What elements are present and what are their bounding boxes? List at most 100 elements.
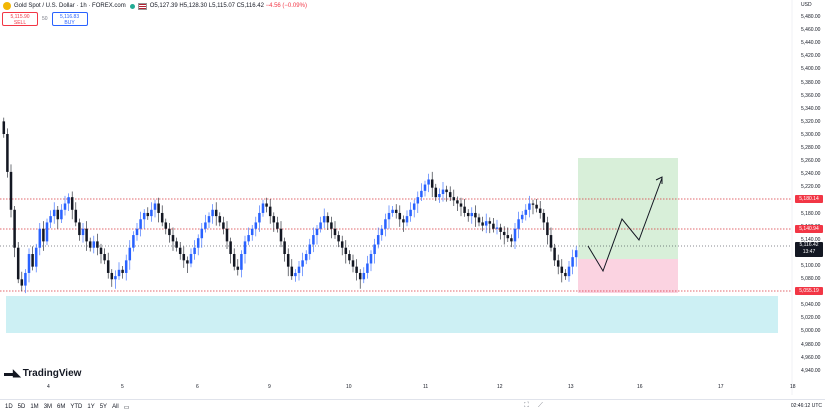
candle-body[interactable] <box>459 203 463 207</box>
range-button-1d[interactable]: 1D <box>5 404 13 410</box>
range-button-ytd[interactable]: YTD <box>70 404 83 410</box>
candle-body[interactable] <box>27 254 31 273</box>
candle-body[interactable] <box>546 222 549 236</box>
candle-body[interactable] <box>276 222 279 229</box>
candle-body[interactable] <box>229 241 232 255</box>
candle-body[interactable] <box>340 241 344 248</box>
candle-body[interactable] <box>139 219 142 229</box>
candle-body[interactable] <box>16 247 20 280</box>
candle-body[interactable] <box>423 184 427 191</box>
candle-body[interactable] <box>200 228 204 239</box>
candle-body[interactable] <box>142 212 146 220</box>
candle-body[interactable] <box>232 254 236 267</box>
candle-body[interactable] <box>322 216 326 223</box>
candle-body[interactable] <box>474 212 477 218</box>
candle-body[interactable] <box>124 260 128 273</box>
candle-body[interactable] <box>333 228 337 236</box>
candle-body[interactable] <box>294 272 297 277</box>
candle-body[interactable] <box>384 219 387 229</box>
buy-button[interactable]: 5,116.83 BUY <box>51 12 88 26</box>
range-button-5y[interactable]: 5Y <box>99 404 108 410</box>
candle-body[interactable] <box>168 228 171 236</box>
candle-body[interactable] <box>564 272 567 277</box>
candle-body[interactable] <box>52 209 56 217</box>
candle-body[interactable] <box>204 222 207 229</box>
candle-body[interactable] <box>470 212 474 217</box>
candle-body[interactable] <box>351 260 355 267</box>
range-button-6m[interactable]: 6M <box>57 404 66 410</box>
candle-body[interactable] <box>186 260 189 264</box>
candle-body[interactable] <box>312 235 315 245</box>
candle-body[interactable] <box>225 228 229 242</box>
candle-body[interactable] <box>402 219 405 223</box>
candle-body[interactable] <box>376 235 380 245</box>
candle-body[interactable] <box>301 260 304 267</box>
stop-zone[interactable] <box>578 259 678 293</box>
candle-body[interactable] <box>542 212 546 223</box>
time-axis[interactable]: 4 5 6 9 10 11 12 13 16 17 18 <box>0 384 800 394</box>
candle-body[interactable] <box>150 209 153 217</box>
candle-body[interactable] <box>207 216 211 223</box>
candle-body[interactable] <box>74 209 78 223</box>
candle-body[interactable] <box>218 216 222 223</box>
candle-body[interactable] <box>103 254 106 261</box>
gold-symbol-icon[interactable] <box>3 2 11 10</box>
candle-body[interactable] <box>355 266 358 273</box>
candle-body[interactable] <box>398 212 402 220</box>
target-zone[interactable] <box>578 158 678 259</box>
candle-body[interactable] <box>121 269 124 273</box>
candle-body[interactable] <box>441 189 445 195</box>
candle-body[interactable] <box>409 209 412 217</box>
candle-body[interactable] <box>96 241 99 248</box>
candle-body[interactable] <box>463 206 466 213</box>
candle-body[interactable] <box>513 228 517 242</box>
candle-body[interactable] <box>31 254 34 267</box>
range-button-3m[interactable]: 3M <box>43 404 53 410</box>
candle-body[interactable] <box>171 235 175 242</box>
candle-body[interactable] <box>524 209 528 215</box>
candle-body[interactable] <box>387 212 391 220</box>
candle-body[interactable] <box>56 209 60 220</box>
candle-body[interactable] <box>164 222 168 229</box>
candle-body[interactable] <box>510 238 513 242</box>
candle-body[interactable] <box>132 235 135 248</box>
candle-body[interactable] <box>495 227 499 229</box>
candle-body[interactable] <box>243 241 247 255</box>
candle-body[interactable] <box>49 216 52 223</box>
candle-body[interactable] <box>466 212 470 217</box>
candle-body[interactable] <box>560 266 564 273</box>
candle-body[interactable] <box>222 222 225 229</box>
candle-body[interactable] <box>528 203 531 210</box>
candle-body[interactable] <box>160 212 164 223</box>
candle-body[interactable] <box>290 266 294 277</box>
candle-body[interactable] <box>506 235 510 239</box>
candle-body[interactable] <box>481 222 484 226</box>
candle-body[interactable] <box>85 228 88 242</box>
candle-body[interactable] <box>366 263 369 273</box>
candle-body[interactable] <box>319 222 322 229</box>
drawing-tool-icon[interactable]: ⟋ <box>538 402 543 409</box>
demand-zone[interactable] <box>6 296 778 333</box>
candle-body[interactable] <box>538 208 542 213</box>
candle-body[interactable] <box>60 209 63 220</box>
candle-body[interactable] <box>394 209 398 213</box>
candle-body[interactable] <box>42 228 45 242</box>
candle-body[interactable] <box>279 228 283 242</box>
candle-body[interactable] <box>434 187 438 198</box>
candle-body[interactable] <box>38 228 42 248</box>
candle-body[interactable] <box>358 272 362 280</box>
candle-body[interactable] <box>438 194 441 198</box>
candle-body[interactable] <box>13 209 16 248</box>
candle-body[interactable] <box>430 179 434 188</box>
candle-body[interactable] <box>369 254 373 264</box>
projection-arrow[interactable] <box>587 177 663 273</box>
candle-body[interactable] <box>502 231 506 236</box>
candle-body[interactable] <box>247 235 250 242</box>
candle-body[interactable] <box>308 244 312 255</box>
candle-body[interactable] <box>214 209 218 217</box>
candle-body[interactable] <box>81 228 85 236</box>
candle-body[interactable] <box>99 247 103 255</box>
candle-body[interactable] <box>45 222 49 242</box>
candle-body[interactable] <box>574 250 578 258</box>
